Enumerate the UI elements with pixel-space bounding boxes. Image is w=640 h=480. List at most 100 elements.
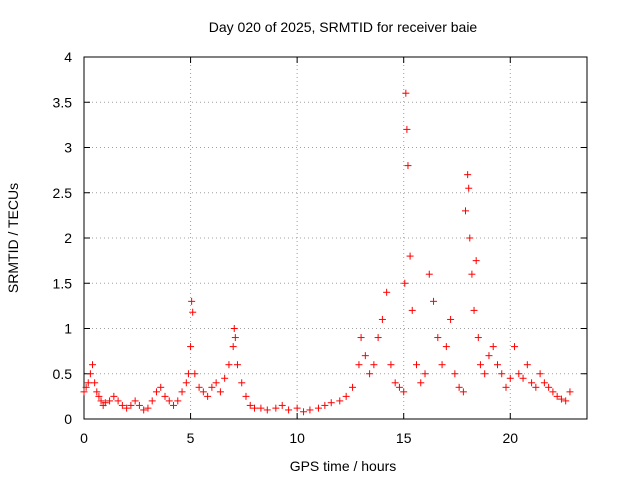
- data-point: [378, 315, 386, 323]
- data-point: [148, 397, 156, 405]
- data-point: [549, 388, 557, 396]
- data-point: [404, 162, 412, 170]
- data-point: [557, 395, 565, 403]
- data-point: [93, 388, 101, 396]
- data-point: [127, 401, 135, 409]
- data-point: [174, 397, 182, 405]
- data-point: [536, 370, 544, 378]
- y-tick-label: 4: [64, 49, 72, 65]
- data-point: [114, 397, 122, 405]
- data-point: [400, 388, 408, 396]
- data-point: [101, 399, 109, 407]
- data-point: [481, 370, 489, 378]
- x-tick-label: 10: [289, 430, 305, 446]
- data-point: [430, 297, 438, 305]
- data-point: [238, 379, 246, 387]
- data-point: [506, 374, 514, 382]
- data-point: [184, 370, 192, 378]
- data-point: [263, 406, 271, 414]
- data-point: [152, 388, 160, 396]
- data-point: [523, 361, 531, 369]
- data-point: [170, 401, 178, 409]
- data-point: [212, 379, 220, 387]
- data-point: [366, 370, 374, 378]
- data-point: [468, 270, 476, 278]
- data-point: [425, 270, 433, 278]
- data-point: [300, 408, 308, 416]
- data-point: [161, 392, 169, 400]
- data-point: [455, 383, 463, 391]
- data-point: [395, 383, 403, 391]
- data-point: [515, 370, 523, 378]
- data-point: [82, 383, 90, 391]
- data-point: [511, 343, 519, 351]
- data-point: [489, 343, 497, 351]
- data-point: [195, 383, 203, 391]
- data-point: [408, 306, 416, 314]
- y-tick-label: 0: [64, 411, 72, 427]
- y-tick-label: 2: [64, 230, 72, 246]
- data-point: [434, 334, 442, 342]
- data-point: [131, 397, 139, 405]
- data-point: [464, 171, 472, 179]
- y-tick-label: 1: [64, 321, 72, 337]
- data-point: [342, 392, 350, 400]
- data-point: [472, 257, 480, 265]
- x-tick-label: 15: [396, 430, 412, 446]
- data-point: [165, 397, 173, 405]
- data-point: [144, 404, 152, 412]
- data-point: [229, 343, 237, 351]
- data-point: [106, 397, 114, 405]
- data-point: [493, 361, 501, 369]
- data-point: [406, 252, 414, 260]
- data-point: [189, 308, 197, 316]
- data-point: [465, 184, 473, 192]
- data-point: [95, 392, 103, 400]
- data-point: [421, 370, 429, 378]
- data-point: [370, 361, 378, 369]
- x-tick-label: 20: [502, 430, 518, 446]
- data-point: [199, 388, 207, 396]
- data-point: [545, 383, 553, 391]
- data-point: [135, 401, 143, 409]
- data-point: [374, 334, 382, 342]
- data-point: [336, 397, 344, 405]
- data-point: [314, 404, 322, 412]
- data-point: [528, 379, 536, 387]
- data-point: [140, 406, 148, 414]
- data-points: [80, 89, 574, 416]
- data-point: [553, 392, 561, 400]
- y-tick-label: 3.5: [53, 94, 73, 110]
- data-point: [402, 89, 410, 97]
- data-point: [532, 383, 540, 391]
- x-tick-label: 0: [80, 430, 88, 446]
- data-point: [225, 361, 233, 369]
- x-tick-label: 5: [187, 430, 195, 446]
- data-point: [257, 404, 265, 412]
- data-point: [540, 379, 548, 387]
- data-point: [91, 379, 99, 387]
- data-point: [231, 334, 239, 342]
- y-tick-label: 1.5: [53, 275, 73, 291]
- data-point: [401, 279, 409, 287]
- data-point: [466, 234, 474, 242]
- data-point: [246, 401, 254, 409]
- data-point: [278, 401, 286, 409]
- data-point: [230, 325, 238, 332]
- data-point: [191, 370, 199, 378]
- data-point: [187, 343, 195, 351]
- y-tick-label: 0.5: [53, 366, 73, 382]
- data-point: [562, 397, 570, 405]
- data-point: [451, 370, 459, 378]
- data-point: [391, 379, 399, 387]
- data-point: [204, 392, 212, 400]
- data-point: [118, 401, 126, 409]
- data-point: [470, 306, 478, 314]
- plot-frame: [83, 56, 588, 420]
- data-point: [208, 383, 216, 391]
- axis-ticks: 0 5 10 15 20 0 0.5 1 1.5 2 2.5 3 3.5 4: [53, 49, 587, 446]
- data-point: [442, 343, 450, 351]
- data-point: [178, 388, 186, 396]
- data-point: [157, 383, 165, 391]
